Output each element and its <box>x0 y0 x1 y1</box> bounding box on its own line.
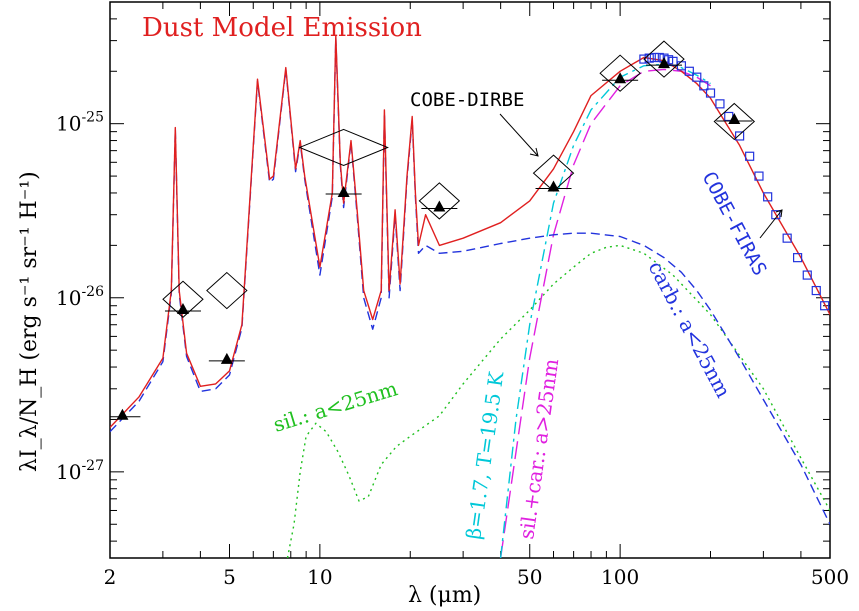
observed-point <box>220 352 233 364</box>
firas-point <box>654 52 664 63</box>
x-tick-label: 500 <box>811 565 849 589</box>
observed-point <box>547 180 560 192</box>
cobe-firas-arrowhead <box>775 209 783 218</box>
observed-point <box>337 185 350 197</box>
plot-frame <box>109 1 831 559</box>
y-tick-label: 10-26 <box>56 284 104 310</box>
x-tick-label: 100 <box>601 565 639 589</box>
firas-point <box>676 61 687 71</box>
model-diamond <box>713 102 756 141</box>
y-tick-label: 10-27 <box>56 458 104 484</box>
y-tick-label: 10-25 <box>56 110 104 136</box>
model-diamond <box>206 271 248 310</box>
series-layer <box>110 35 830 558</box>
firas-point <box>811 285 821 296</box>
firas-point <box>802 270 812 280</box>
observation-layer <box>110 40 830 420</box>
cobe-dirbe-arrowhead <box>529 147 539 157</box>
firas-point <box>715 99 725 109</box>
cobe-dirbe-arrow <box>499 113 539 157</box>
firas-point <box>771 210 781 220</box>
model-diamond <box>643 40 685 78</box>
firas-point <box>684 66 694 76</box>
series-line-2 <box>499 63 711 558</box>
axis-tick-labels: 2 5 10 50 100 500 10-27 10-26 10-25 <box>56 110 849 589</box>
series-label-beta: β=1.7, T=19.5 K <box>461 369 508 541</box>
series-line-3 <box>499 68 711 558</box>
observed-point <box>728 112 741 124</box>
x-tick-label: 5 <box>223 565 236 589</box>
firas-point <box>639 54 649 64</box>
firas-point <box>705 88 716 98</box>
model-diamond <box>298 128 389 167</box>
x-axis-label: λ (μm) <box>408 583 481 608</box>
model-diamond <box>532 154 575 192</box>
series-line-0 <box>110 35 830 428</box>
cobe-firas-arrow <box>759 209 783 239</box>
chart-title: Dust Model Emission <box>142 13 422 43</box>
y-axis-label: λI_λ/N_H (erg s⁻¹ sr⁻¹ H⁻¹) <box>17 171 42 472</box>
x-tick-label: 10 <box>307 565 332 589</box>
firas-point <box>692 72 702 82</box>
firas-point <box>763 192 773 202</box>
series-label-silcar-large: sil.+car.: a>25nm <box>514 357 563 541</box>
x-tick-label: 2 <box>104 565 117 589</box>
series-label-sil-small: sil.: a<25nm <box>270 376 400 437</box>
firas-point <box>793 253 803 263</box>
firas-point <box>820 301 830 311</box>
firas-point <box>699 81 709 91</box>
series-line-1 <box>110 37 830 525</box>
model-diamond <box>418 182 461 220</box>
firas-point <box>754 171 764 181</box>
observed-point <box>433 200 446 212</box>
firas-point <box>782 233 792 243</box>
x-tick-label: 50 <box>517 565 542 589</box>
firas-point <box>735 131 745 141</box>
cobe-dirbe-annotation: COBE-DIRBE <box>410 89 524 111</box>
observed-point <box>176 303 189 315</box>
model-diamond <box>599 54 641 92</box>
model-diamond <box>162 280 204 318</box>
firas-point <box>745 151 755 161</box>
firas-point <box>649 52 659 63</box>
